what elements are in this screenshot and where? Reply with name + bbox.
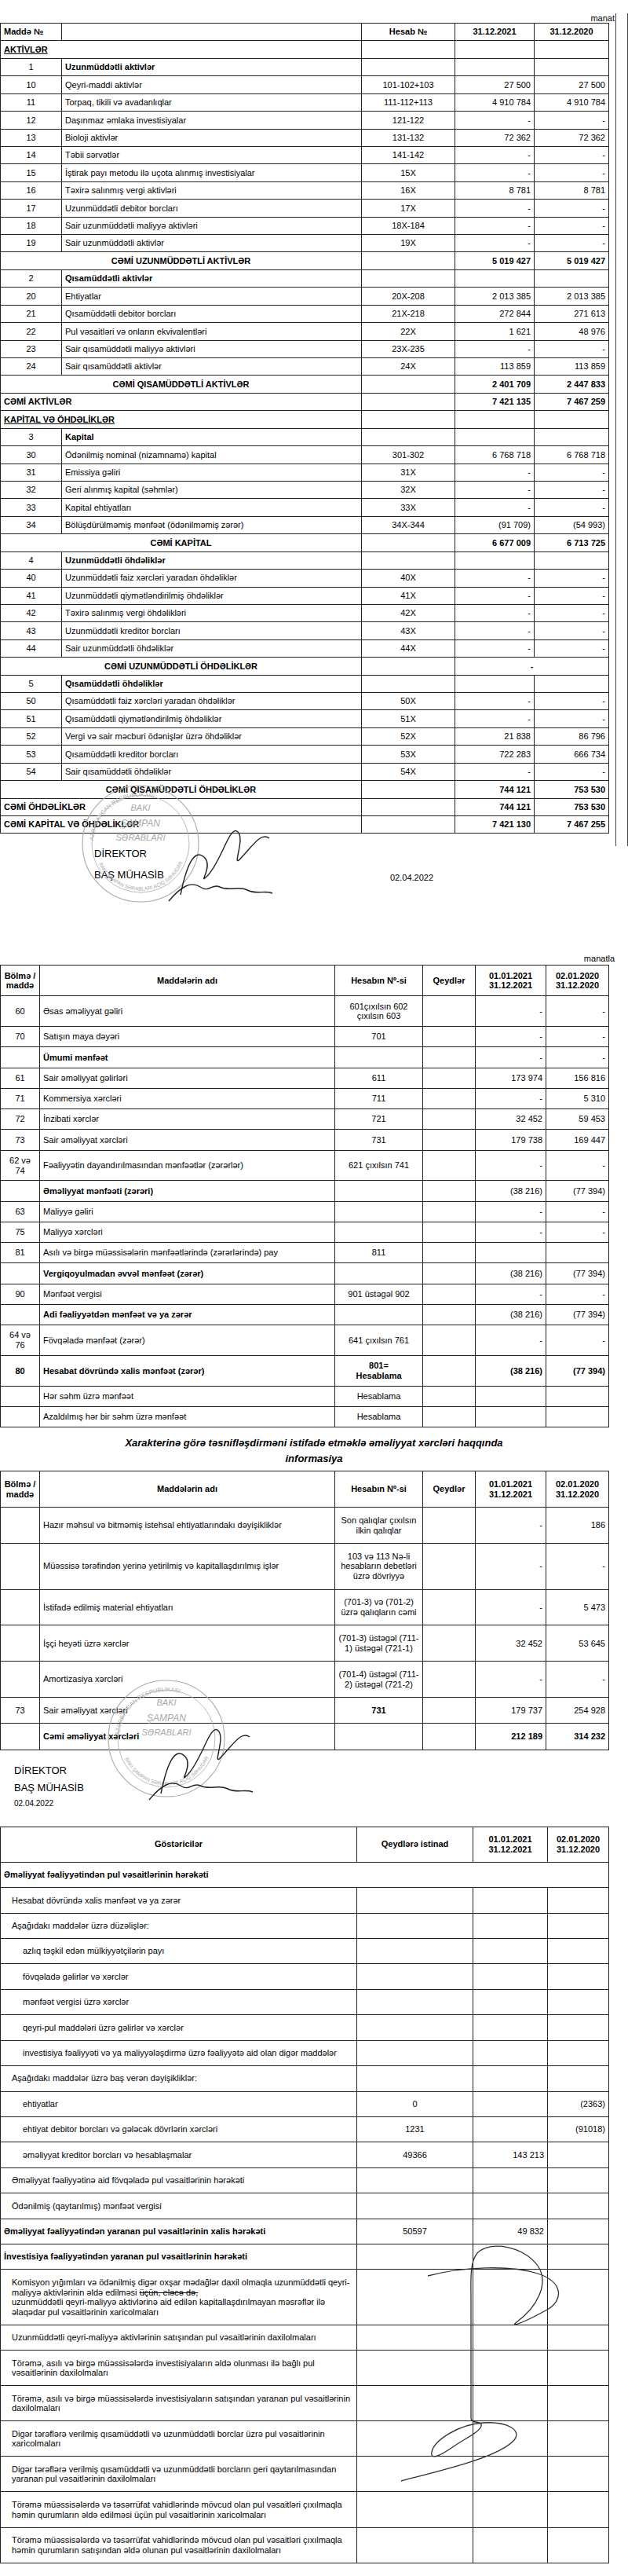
svg-text:BAKI: BAKI	[156, 1698, 176, 1707]
